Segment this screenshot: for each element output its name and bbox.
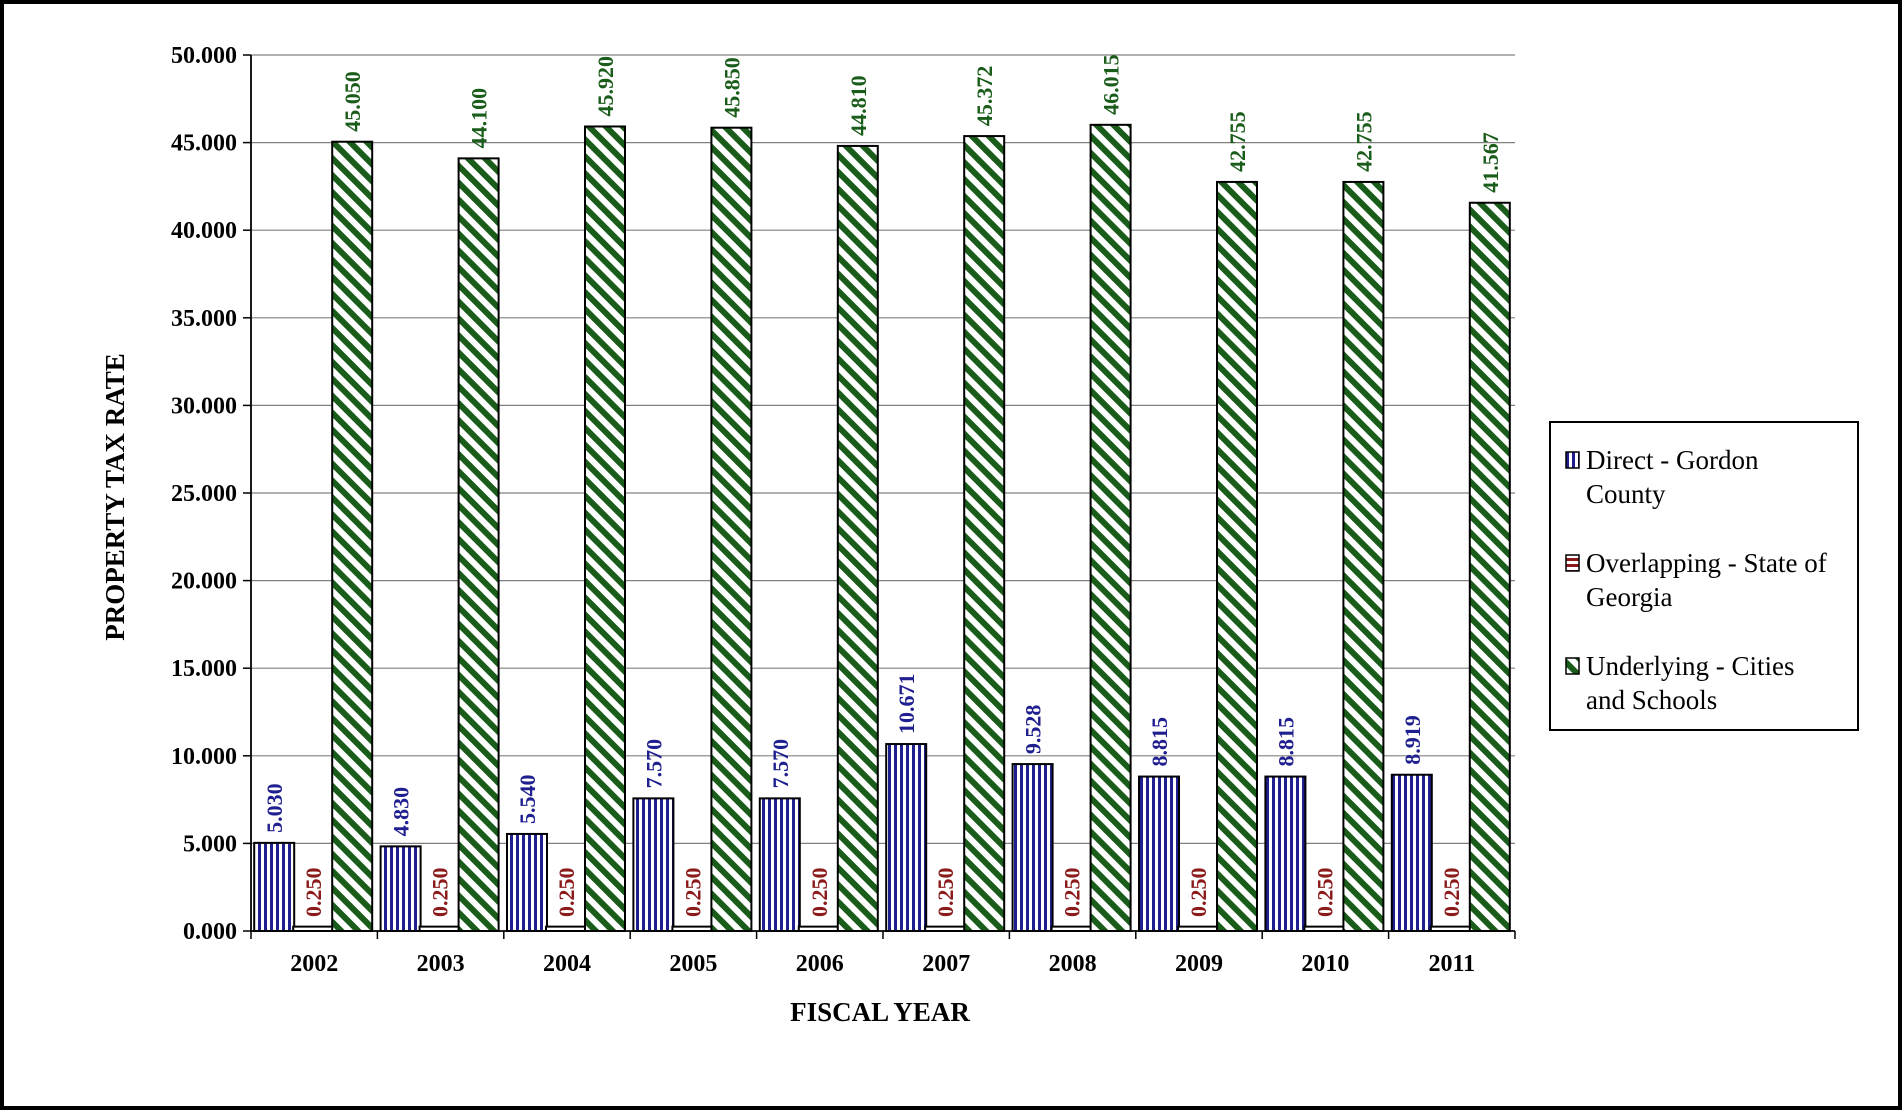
data-label: 41.567	[1478, 132, 1503, 193]
y-tick-label: 0.000	[183, 919, 237, 945]
x-tick-label: 2003	[417, 951, 465, 977]
data-label: 0.250	[428, 868, 453, 918]
data-label: 8.919	[1400, 715, 1425, 765]
data-labels: 5.030 4.830 5.540 7.570 7.570 10.671 9.528 8.81…	[262, 54, 1503, 917]
x-tick-label: 2010	[1301, 951, 1349, 977]
data-label: 0.250	[1312, 868, 1337, 918]
bar-vertical-stripes-2006	[758, 797, 801, 932]
bar-vertical-stripes-2005	[632, 797, 675, 932]
x-tick-label: 2009	[1175, 951, 1223, 977]
legend-label: Direct - Gordon	[1586, 445, 1759, 475]
data-label: 0.250	[1439, 868, 1464, 918]
y-tick-label: 25.000	[171, 481, 237, 507]
legend-swatch	[1565, 554, 1580, 572]
bar-vertical-stripes-2011	[1390, 773, 1433, 933]
data-label: 0.250	[301, 868, 326, 918]
data-label: 8.815	[1147, 717, 1172, 767]
y-tick-label: 40.000	[171, 218, 237, 244]
x-tick-label: 2007	[922, 951, 970, 977]
bar-diagonal-stripes-2002	[331, 140, 374, 932]
bar-diagonal-stripes-2011	[1468, 201, 1511, 932]
data-label: 0.250	[680, 868, 705, 918]
data-label: 4.830	[389, 787, 414, 837]
data-label: 10.671	[894, 674, 919, 735]
data-label: 0.250	[933, 868, 958, 918]
x-tick-label: 2002	[290, 951, 338, 977]
data-label: 9.528	[1021, 705, 1046, 755]
data-label: 0.250	[1186, 868, 1211, 918]
data-label: 5.030	[262, 783, 287, 833]
x-tick-label: 2006	[796, 951, 844, 977]
data-label: 46.015	[1099, 54, 1124, 115]
data-label: 42.755	[1225, 111, 1250, 172]
bar-diagonal-stripes-2004	[584, 125, 626, 932]
x-tick-label: 2008	[1049, 951, 1097, 977]
bar-vertical-stripes-2003	[379, 845, 422, 933]
y-tick-label: 45.000	[171, 131, 237, 157]
data-label: 8.815	[1273, 717, 1298, 767]
y-tick-label: 50.000	[171, 43, 237, 69]
y-tick-label: 30.000	[171, 393, 237, 419]
data-label: 45.372	[972, 66, 997, 127]
legend-swatch	[1565, 657, 1580, 675]
bar-diagonal-stripes-2007	[963, 135, 1006, 932]
y-tick-label: 5.000	[183, 831, 237, 857]
x-tick-label: 2011	[1428, 951, 1475, 977]
legend: Direct - Gordon County Overlapping - State…	[1549, 421, 1859, 731]
bar-diagonal-stripes-2009	[1216, 180, 1258, 933]
bar-vertical-stripes-2010	[1264, 775, 1307, 933]
bar-vertical-stripes-2004	[506, 832, 548, 933]
data-label: 7.570	[641, 739, 666, 789]
bar-vertical-stripes-2009	[1138, 775, 1180, 933]
y-tick-label: 20.000	[171, 569, 237, 595]
x-axis-title: FISCAL YEAR	[790, 997, 970, 1027]
bars	[253, 123, 1511, 933]
data-label: 0.250	[554, 868, 579, 918]
legend-swatch	[1565, 451, 1580, 469]
bar-vertical-stripes-2007	[885, 743, 928, 932]
y-tick-label: 15.000	[171, 656, 237, 682]
y-tick-label: 35.000	[171, 306, 237, 332]
legend-box	[1549, 421, 1859, 731]
bar-vertical-stripes-2002	[253, 841, 296, 932]
data-label: 44.810	[846, 75, 871, 136]
bar-diagonal-stripes-2003	[457, 157, 500, 933]
bar-diagonal-stripes-2006	[836, 144, 879, 933]
legend-label: Georgia	[1586, 582, 1672, 612]
legend-label: County	[1586, 479, 1666, 509]
y-axis-title: PROPERTY TAX RATE	[100, 353, 130, 641]
legend-label: and Schools	[1586, 685, 1717, 715]
data-label: 0.250	[807, 868, 832, 918]
data-label: 45.850	[719, 57, 744, 118]
bar-diagonal-stripes-2008	[1089, 123, 1132, 932]
bar-vertical-stripes-2008	[1011, 763, 1054, 933]
x-tick-label: 2004	[543, 951, 591, 977]
data-label: 45.050	[340, 71, 365, 132]
data-label: 5.540	[515, 774, 540, 824]
y-tick-label: 10.000	[171, 744, 237, 770]
bar-diagonal-stripes-2010	[1342, 180, 1385, 933]
data-label: 44.100	[467, 88, 492, 149]
legend-label: Underlying - Cities	[1586, 651, 1794, 681]
data-label: 0.250	[1060, 868, 1085, 918]
x-tick-label: 2005	[669, 951, 717, 977]
legend-label: Overlapping - State of	[1586, 548, 1827, 578]
data-label: 7.570	[768, 739, 793, 789]
axes: 0.000 5.000 10.000 15.000 20.000 25.000 30.000…	[171, 43, 1516, 977]
data-label: 42.755	[1351, 111, 1376, 172]
bar-diagonal-stripes-2005	[710, 126, 753, 932]
data-label: 45.920	[593, 56, 618, 117]
